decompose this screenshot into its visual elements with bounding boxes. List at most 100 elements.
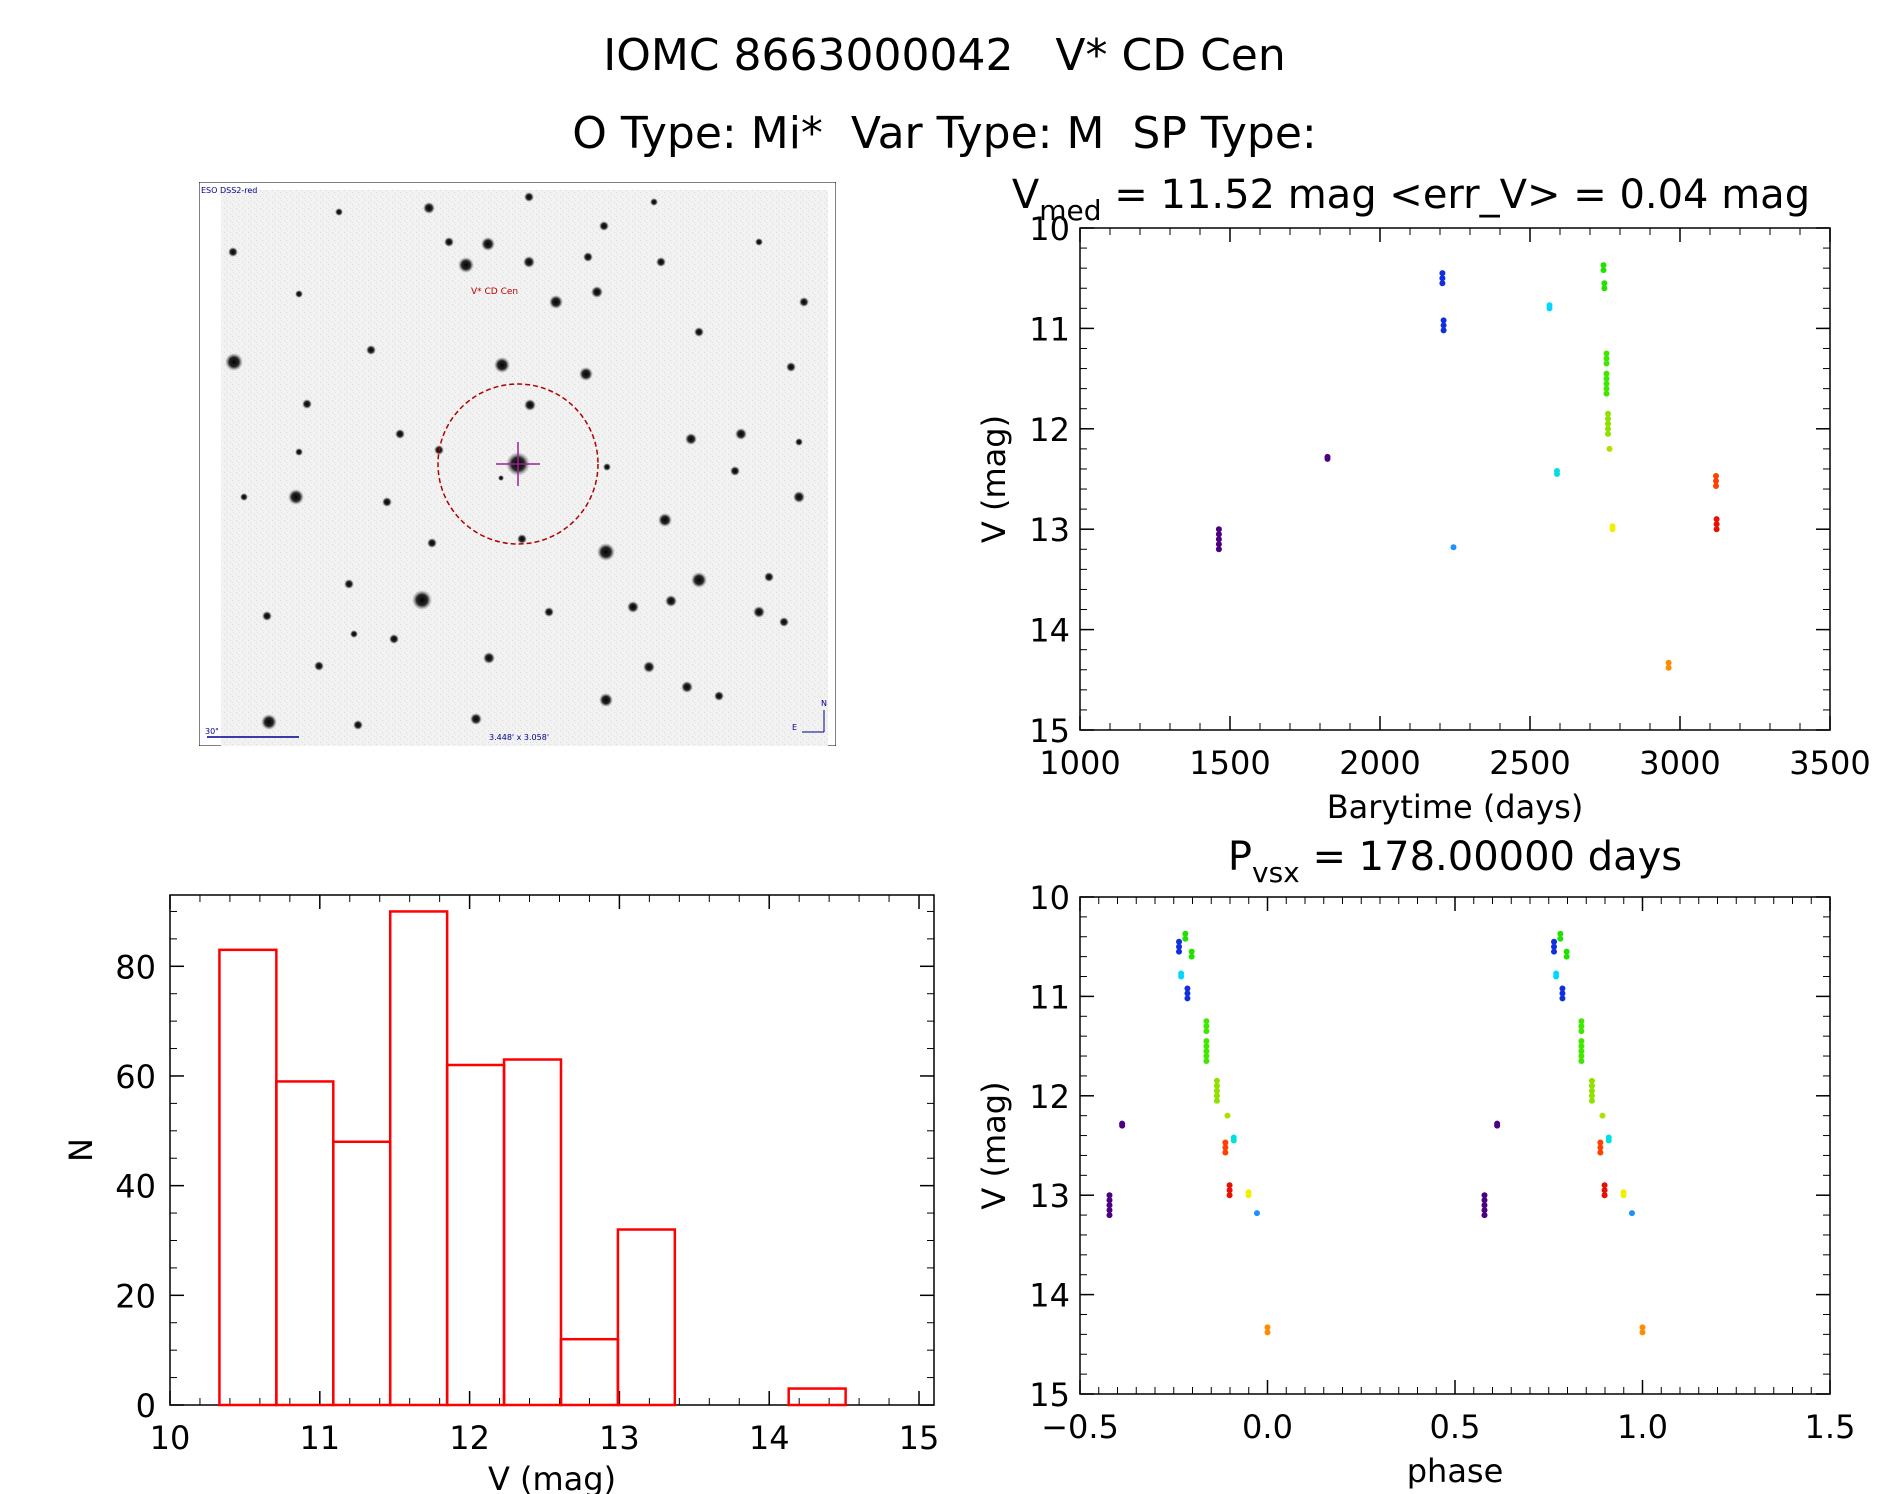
phased-point: [1481, 1202, 1488, 1209]
star: [755, 238, 763, 246]
svg-text:E: E: [792, 723, 797, 732]
phased-point: [1578, 1058, 1585, 1065]
phased-point: [1559, 985, 1566, 992]
phased-point: [1481, 1207, 1488, 1214]
phased-point: [1226, 1187, 1233, 1194]
y-tick-label: 13: [1029, 1177, 1070, 1215]
star: [627, 601, 639, 613]
histogram-bar: [787, 1387, 847, 1407]
phased-point: [1264, 1324, 1271, 1331]
lightcurve-point: [1546, 305, 1553, 312]
phased-point: [1224, 1112, 1231, 1119]
x-tick-label: 1.5: [1805, 1408, 1856, 1446]
star: [685, 433, 697, 445]
x-tick-label: 0.5: [1430, 1408, 1481, 1446]
histogram-xlabel: V (mag): [488, 1460, 616, 1494]
compass-icon: N E: [792, 699, 827, 733]
lightcurve-point: [1215, 531, 1222, 538]
phased-point: [1620, 1192, 1627, 1199]
phased-point: [1184, 995, 1191, 1002]
phased-point: [1601, 1187, 1608, 1194]
star: [412, 590, 432, 610]
star: [240, 493, 248, 501]
phased-point: [1551, 943, 1558, 950]
star: [694, 327, 704, 337]
x-tick-label: 1000: [1039, 744, 1120, 782]
phased-point: [1605, 1137, 1612, 1144]
phased-point: [1178, 973, 1185, 980]
lightcurve-point: [1603, 370, 1610, 377]
star: [730, 466, 740, 476]
plot-frame: [1079, 227, 1831, 731]
star: [494, 357, 510, 373]
y-tick-label: 14: [1029, 1277, 1070, 1315]
phased-point: [1588, 1087, 1595, 1094]
phased-point: [1578, 1023, 1585, 1030]
figure-title: IOMC 8663000042 V* CD Cen: [603, 30, 1286, 81]
star: [579, 367, 593, 381]
star: [524, 192, 534, 202]
phased-point: [1182, 935, 1189, 942]
plot-frame: [1079, 896, 1831, 1395]
phased-point: [1553, 973, 1560, 980]
star: [288, 489, 304, 505]
x-tick-label: 15: [899, 1419, 940, 1457]
lightcurve-point: [1439, 270, 1446, 277]
star: [458, 257, 474, 273]
phased-point: [1599, 1112, 1606, 1119]
lightcurve-point: [1603, 355, 1610, 362]
star: [656, 257, 666, 267]
phased-point: [1639, 1329, 1646, 1336]
lightcurve-point: [1713, 526, 1720, 533]
lightcurve-ylabel: V (mag): [975, 415, 1013, 543]
star: [481, 237, 495, 251]
histogram-bar: [388, 910, 449, 1407]
star: [658, 513, 672, 527]
lightcurve-point: [1600, 262, 1607, 269]
star: [793, 491, 805, 503]
lightcurve-point: [1215, 526, 1222, 533]
x-tick-label: 1.0: [1617, 1408, 1668, 1446]
x-tick-label: 0.0: [1242, 1408, 1293, 1446]
phased-point: [1597, 1149, 1604, 1156]
phased-point: [1578, 1053, 1585, 1060]
lightcurve-xlabel: Barytime (days): [1327, 788, 1584, 826]
y-tick-label: 12: [1029, 1078, 1070, 1116]
aperture-circle: [437, 383, 599, 545]
star: [665, 595, 677, 607]
phased-point: [1481, 1197, 1488, 1204]
phased-point: [1176, 948, 1183, 955]
phased-point: [1222, 1139, 1229, 1146]
star: [524, 399, 536, 411]
lightcurve-point: [1440, 322, 1447, 329]
histogram-bar: [502, 1058, 563, 1407]
star: [395, 429, 405, 439]
star: [643, 661, 655, 673]
y-tick-label: 14: [1029, 612, 1070, 650]
star: [295, 290, 303, 298]
y-tick-label: 12: [1029, 411, 1070, 449]
phased-point: [1578, 1048, 1585, 1055]
phased-point: [1563, 953, 1570, 960]
phased-point: [1639, 1324, 1646, 1331]
phased-point: [1628, 1210, 1635, 1217]
star: [350, 630, 358, 638]
lightcurve-point: [1605, 430, 1611, 437]
lightcurve-point: [1440, 317, 1447, 324]
y-tick-label: 40: [115, 1168, 156, 1206]
phased-point: [1203, 1053, 1210, 1060]
star: [764, 572, 774, 582]
star: [517, 534, 527, 544]
star: [735, 428, 747, 440]
lightcurve-point: [1605, 410, 1611, 417]
star: [225, 353, 243, 371]
x-tick-label: 2000: [1339, 744, 1420, 782]
phased-point: [1588, 1097, 1595, 1104]
lightcurve-plot: 1000 1500 2000 2500 3000 3500 10 11 12 13 14 15 Vmed…: [975, 172, 1871, 826]
phased-point: [1557, 935, 1564, 942]
star: [650, 198, 658, 206]
phased-point: [1176, 943, 1183, 950]
lightcurve-point: [1600, 267, 1607, 274]
phased-point: [1481, 1192, 1488, 1199]
star: [549, 295, 563, 309]
